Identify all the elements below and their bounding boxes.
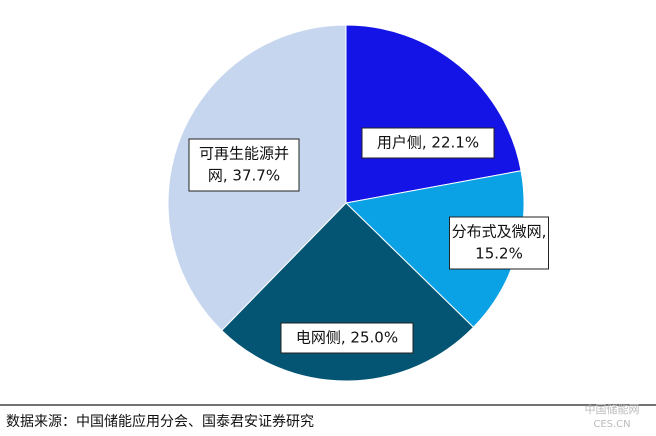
data-label: 可再生能源并 [199,145,289,163]
label-box [449,216,549,270]
watermark: CES.CN [593,419,630,430]
label-box [361,127,495,159]
label-box [280,322,414,354]
data-label: 网, 37.7% [208,167,280,185]
watermark: 中国储能网 [585,402,640,416]
data-label: 电网侧, 25.0% [296,329,398,347]
source-note: 数据来源：中国储能应用分会、国泰君安证券研究 [6,413,314,430]
data-label: 用户侧, 22.1% [377,134,479,152]
label-box [188,138,300,192]
data-label: 分布式及微网, [452,223,547,241]
data-label: 15.2% [475,245,523,263]
